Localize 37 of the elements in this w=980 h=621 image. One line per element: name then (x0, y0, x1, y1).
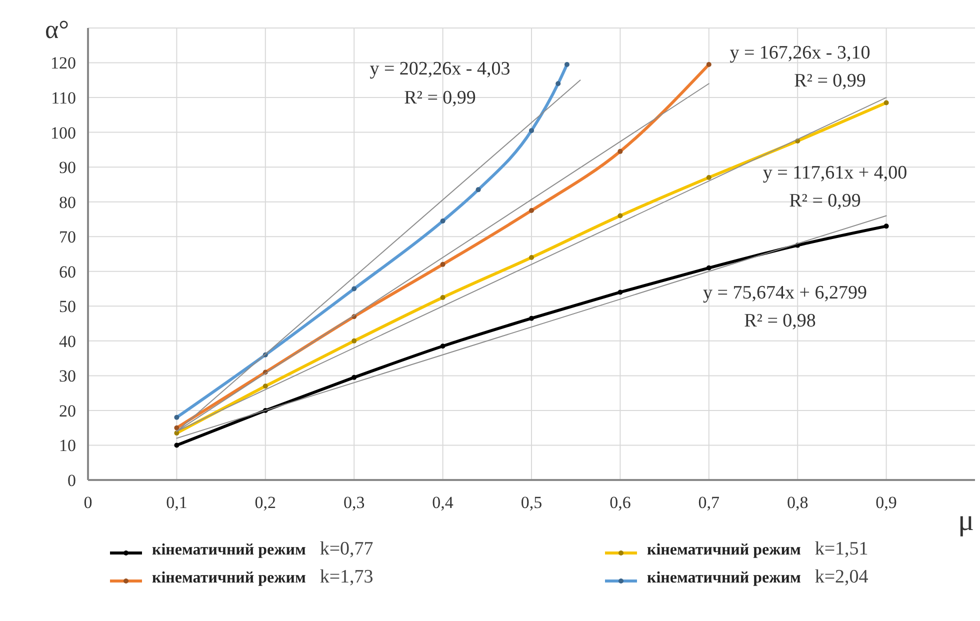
legend-label: кінематичний режим k=1,73 (152, 566, 374, 588)
x-tick-label: 0,4 (432, 493, 454, 512)
x-tick-label: 0,5 (520, 493, 542, 512)
annotation: y = 117,61x + 4,00 (762, 162, 908, 184)
x-tick-label: 0,2 (254, 493, 276, 512)
y-tick-label: 110 (51, 88, 76, 108)
x-tick-label: 0,3 (343, 493, 365, 512)
annotation: R² = 0,99 (789, 190, 861, 212)
y-tick-label: 20 (59, 401, 76, 420)
legend-label: кінематичний режим k=1,51 (647, 538, 868, 560)
x-tick-label: 0,6 (610, 493, 631, 512)
y-tick-label: 60 (59, 262, 76, 282)
annotation: R² = 0,99 (404, 88, 476, 109)
y-tick-label: 90 (59, 158, 76, 178)
annotation: y = 167,26x - 3,10 (730, 42, 870, 64)
y-tick-label: 120 (50, 54, 76, 73)
y-tick-label: 0 (68, 470, 76, 490)
y-axis-title: α° (45, 15, 70, 44)
y-tick-label: 30 (59, 366, 76, 386)
y-tick-label: 50 (59, 297, 76, 316)
y-tick-label: 70 (59, 228, 76, 247)
x-tick-label: 0,9 (876, 493, 897, 512)
legend-label: кінематичний режим k=0,77 (152, 538, 374, 560)
annotation: y = 75,674x + 6,2799 (703, 282, 867, 304)
y-tick-label: 10 (59, 436, 76, 456)
x-tick-label: 0,7 (698, 493, 720, 512)
annotation: R² = 0,98 (744, 310, 816, 332)
y-tick-label: 80 (59, 192, 76, 212)
x-tick-label: 0,1 (166, 493, 188, 512)
x-tick-label: 0 (84, 493, 92, 512)
x-tick-label: 0,8 (786, 493, 808, 512)
y-tick-label: 100 (50, 123, 76, 142)
legend-label: кінематичний режим k=2,04 (647, 566, 869, 588)
annotation: y = 202,26x - 4,03 (370, 58, 510, 80)
x-axis-title: μ (958, 504, 974, 537)
annotation: R² = 0,99 (794, 70, 866, 92)
y-tick-label: 40 (59, 332, 76, 351)
